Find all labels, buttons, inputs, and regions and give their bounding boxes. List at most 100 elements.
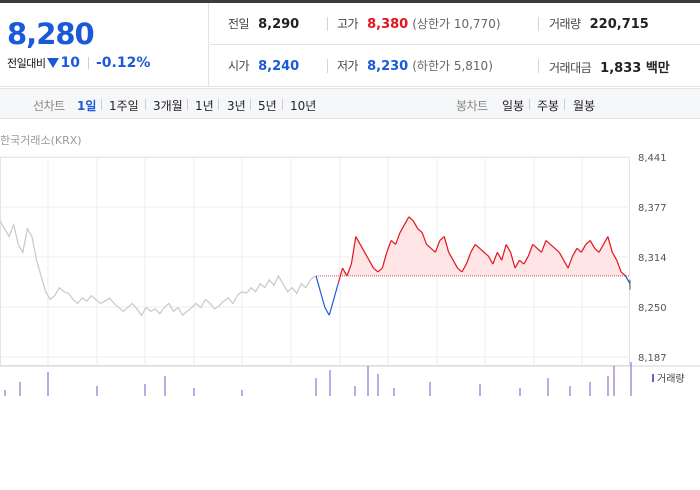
price-line-up (483, 251, 489, 257)
price-line-down (328, 299, 335, 316)
tab-monthly[interactable]: 월봉 (573, 99, 596, 113)
y-tick-label: 8,314 (638, 253, 667, 264)
price-line-down (625, 275, 631, 285)
volume-legend-label: 거래량 (657, 373, 685, 385)
price-line-up (368, 259, 375, 269)
open-label: 시가 (228, 59, 250, 73)
volume-label: 거래량 (549, 17, 581, 31)
open-price: 시가 8,240 (228, 57, 299, 74)
divider (87, 57, 89, 69)
price-box: 8,280 전일대비 10 -0.12% (0, 3, 209, 87)
trade-amount-value: 1,833 백만 (600, 61, 670, 76)
prev-close-label: 전일 (228, 17, 250, 31)
tab-5y[interactable]: 5년 (258, 99, 277, 113)
price-line-up (386, 240, 392, 253)
intraday-price-chart: 8,441 8,377 8,314 8,250 8,187 거래량 (0, 153, 700, 396)
price-line-up (602, 236, 609, 245)
tab-daily[interactable]: 일봉 (502, 99, 525, 113)
price-line-up (505, 244, 512, 253)
previous-day-line (0, 220, 316, 317)
price-line-up (580, 244, 587, 253)
high-value: 8,380 (367, 17, 409, 32)
tab-1d[interactable]: 1일 (77, 99, 97, 113)
low-label: 저가 (337, 59, 359, 73)
volume-legend-swatch (652, 374, 654, 382)
price-line-up (359, 244, 366, 253)
change-label: 전일대비 (7, 57, 46, 70)
divider (538, 17, 539, 31)
tab-1w[interactable]: 1주일 (109, 99, 139, 113)
trade-amount-label: 거래대금 (549, 61, 592, 75)
price-line-up (408, 216, 414, 222)
tab-10y[interactable]: 10년 (290, 99, 317, 113)
price-line-up (479, 247, 485, 253)
price-line-up (487, 255, 494, 265)
price-line-up (452, 259, 459, 269)
price-line-up (448, 251, 454, 261)
divider (529, 99, 530, 110)
quote-header: 8,280 전일대비 10 -0.12% 전일 8,290 고가 8,380 (… (0, 0, 700, 87)
price-line-up (585, 240, 591, 245)
y-tick-label: 8,250 (638, 303, 667, 314)
change-amount: 10 (60, 55, 80, 71)
price-line-up (381, 252, 388, 269)
price-line-down (333, 283, 339, 300)
change-percent: -0.12% (95, 55, 151, 71)
stats-row-2: 시가 8,240 저가 8,230 (하한가 5,810) 거래대금 1,833… (210, 45, 700, 87)
price-line-up (510, 252, 516, 269)
low-price: 저가 8,230 (하한가 5,810) (337, 57, 493, 74)
volume-value: 220,715 (589, 17, 649, 32)
lower-limit: (하한가 5,810) (412, 59, 493, 73)
price-line-up (594, 247, 600, 253)
price-line-up (430, 247, 436, 253)
price-line-up (567, 256, 574, 269)
low-value: 8,230 (367, 59, 409, 74)
price-line-up (554, 247, 560, 253)
tab-1y[interactable]: 1년 (195, 99, 214, 113)
divider (187, 99, 188, 110)
y-tick-label: 8,377 (638, 203, 667, 214)
high-price: 고가 8,380 (상한가 10,770) (337, 15, 501, 32)
chart-period-tabs: 선차트 1일 1주일 3개월 1년 3년 5년 10년 봉차트 일봉 주봉 월봉 (0, 88, 700, 119)
tab-weekly[interactable]: 주봉 (537, 99, 560, 113)
price-line-down (319, 291, 326, 308)
price-line-up (346, 263, 352, 277)
price-line-down (324, 307, 330, 316)
price-line-up (364, 251, 370, 261)
price-line-up (563, 259, 569, 269)
divider (145, 99, 146, 110)
price-line-up (607, 236, 613, 253)
price-line-up (501, 244, 507, 261)
prev-close: 전일 8,290 (228, 15, 299, 32)
price-line-up (589, 240, 596, 249)
divider (250, 99, 251, 110)
price-line-up (350, 236, 357, 265)
candle-chart-label: 봉차트 (456, 99, 488, 113)
price-line-up (439, 236, 445, 241)
down-triangle-icon (47, 58, 60, 68)
divider (218, 99, 219, 110)
price-line-up (519, 259, 525, 265)
divider (538, 59, 539, 73)
price-line-up (390, 240, 397, 245)
stats-panel: 전일 8,290 고가 8,380 (상한가 10,770) 거래량 220,7… (210, 3, 700, 87)
tab-3m[interactable]: 3개월 (153, 99, 183, 113)
above-reference-fill (316, 216, 630, 276)
open-value: 8,240 (258, 59, 300, 74)
divider (564, 99, 565, 110)
price-line-up (545, 240, 551, 245)
price-line-up (496, 251, 503, 261)
price-line-up (355, 236, 361, 245)
volume: 거래량 220,715 (549, 15, 649, 32)
data-source: 한국거래소(KRX) (0, 134, 82, 147)
tab-3y[interactable]: 3년 (227, 99, 246, 113)
price-line-up (443, 236, 450, 253)
price-line-up (523, 255, 529, 265)
price-line-up (492, 252, 498, 265)
y-tick-label: 8,441 (638, 153, 667, 164)
trade-amount: 거래대금 1,833 백만 (549, 57, 670, 76)
divider (101, 99, 102, 110)
price-line-up (342, 267, 348, 277)
price-line-up (549, 243, 556, 249)
stats-row-1: 전일 8,290 고가 8,380 (상한가 10,770) 거래량 220,7… (210, 3, 700, 45)
